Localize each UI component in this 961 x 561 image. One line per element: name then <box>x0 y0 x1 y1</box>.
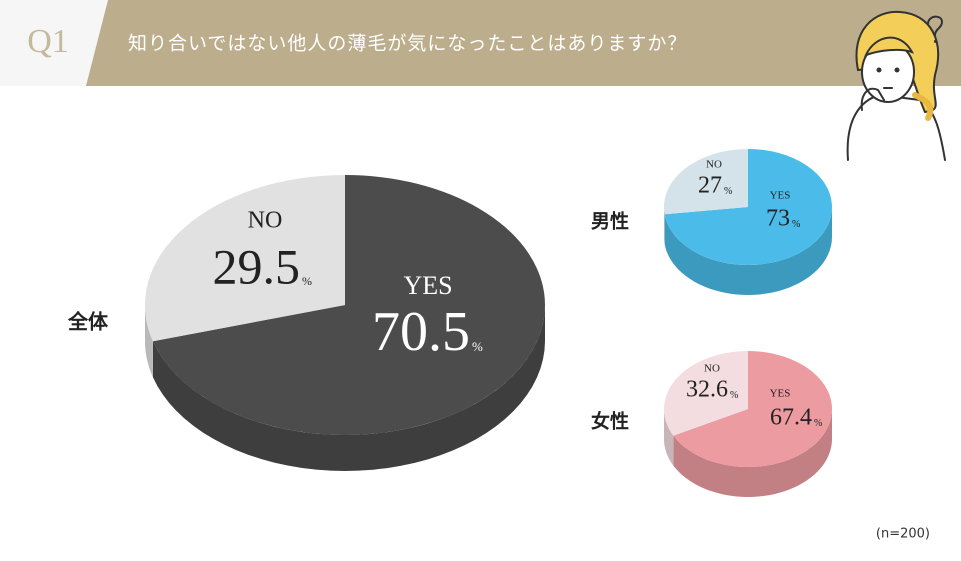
pie-slice <box>664 351 748 436</box>
question-number: Q1 <box>27 23 69 60</box>
question-text: 知り合いではない他人の薄毛が気になったことはありますか？ <box>128 33 687 55</box>
pie-slice <box>673 351 832 467</box>
value-unit: % <box>302 274 312 288</box>
pie-slice <box>664 149 833 265</box>
pie-side <box>673 409 832 497</box>
pie-slice <box>152 175 546 435</box>
category-label: YES <box>770 190 791 202</box>
value-unit: % <box>724 186 732 197</box>
header-band <box>86 0 961 86</box>
category-label: NO <box>248 208 283 234</box>
value-label: 70.5 <box>372 301 470 363</box>
value-label: 27 <box>698 173 722 199</box>
value-unit: % <box>472 339 483 354</box>
pie-slice <box>664 149 748 215</box>
chart-title: 女性 <box>591 410 629 433</box>
value-unit: % <box>792 219 800 230</box>
value-unit: % <box>814 418 822 429</box>
value-label: 29.5 <box>213 238 301 294</box>
pie-slice <box>145 175 345 342</box>
value-label: 67.4 <box>770 405 812 431</box>
chart-title: 全体 <box>67 310 109 334</box>
pie-side <box>664 207 832 295</box>
person-illustration <box>846 10 946 161</box>
category-label: YES <box>770 388 791 400</box>
category-label: YES <box>403 271 452 300</box>
pie-side <box>664 409 674 466</box>
value-label: 73 <box>766 206 790 232</box>
sample-size: (n=200) <box>876 527 930 542</box>
category-label: NO <box>706 159 722 171</box>
value-unit: % <box>730 390 738 401</box>
pie-side <box>664 207 665 245</box>
pie-side <box>152 305 545 471</box>
pie-side <box>145 305 153 378</box>
category-label: NO <box>704 363 720 375</box>
value-label: 32.6 <box>686 377 728 403</box>
chart-title: 男性 <box>591 210 629 233</box>
